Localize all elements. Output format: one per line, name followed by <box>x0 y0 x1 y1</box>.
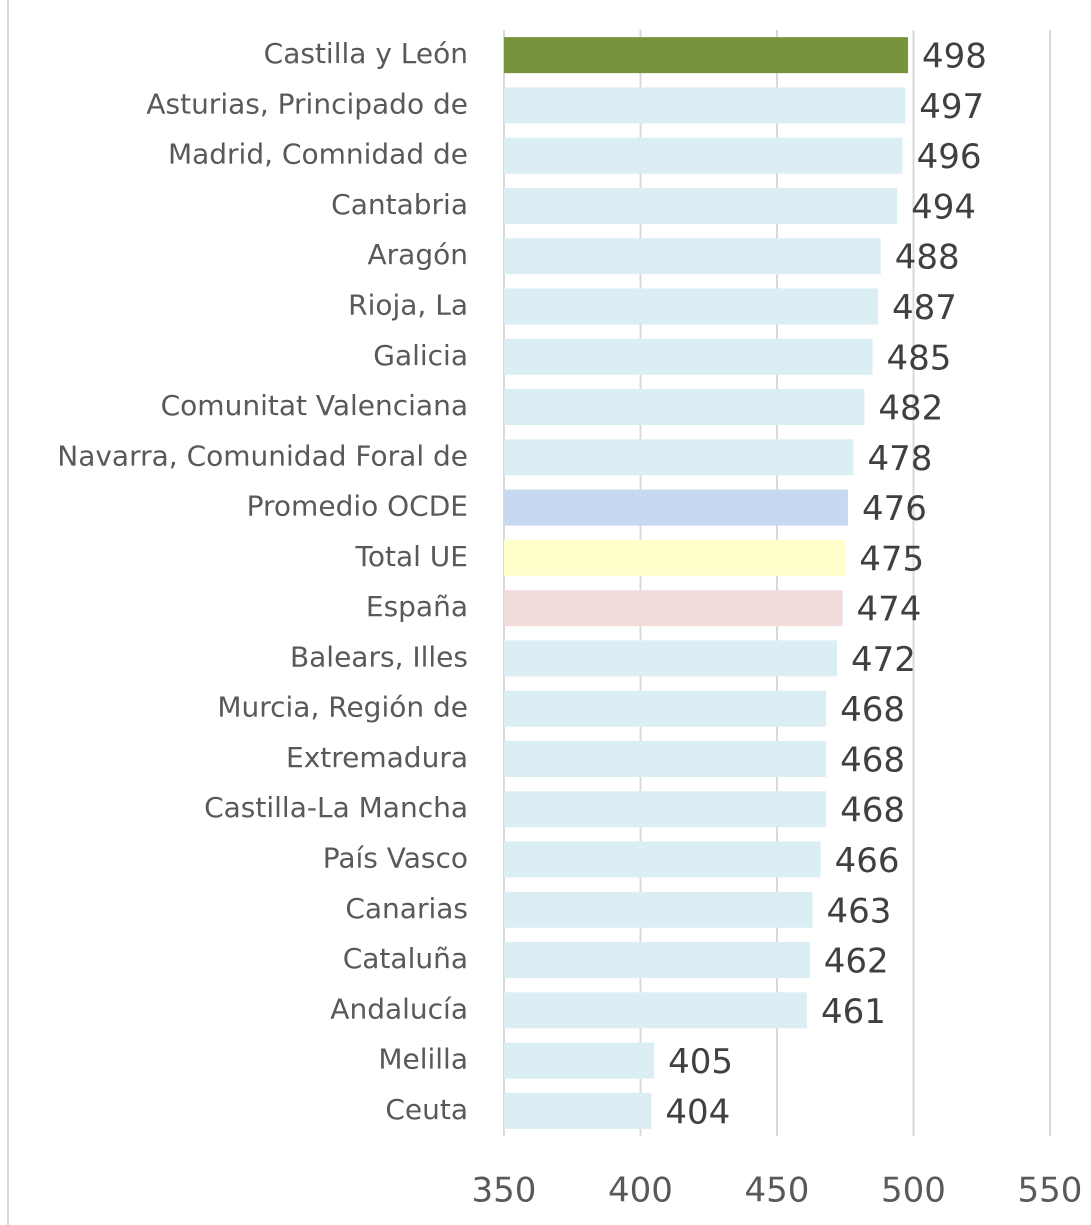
bar <box>504 1092 652 1129</box>
category-label: Castilla-La Mancha <box>204 791 468 824</box>
bar <box>504 137 903 174</box>
x-tick-label: 350 <box>472 1171 537 1211</box>
value-label: 474 <box>857 590 922 630</box>
value-label: 461 <box>821 992 886 1032</box>
bar <box>504 338 873 375</box>
category-label: Balears, Illes <box>290 640 468 673</box>
value-label: 494 <box>911 187 976 227</box>
value-label: 497 <box>919 87 984 127</box>
category-label: Ceuta <box>385 1093 468 1126</box>
x-tick-label: 450 <box>745 1171 810 1211</box>
category-label: Cantabria <box>331 188 468 221</box>
category-label: Galicia <box>373 339 468 372</box>
value-label: 472 <box>851 640 916 680</box>
category-label: Cataluña <box>343 942 468 975</box>
bar <box>504 992 808 1029</box>
bar <box>504 439 854 476</box>
value-label: 487 <box>892 288 957 328</box>
category-label: Navarra, Comunidad Foral de <box>57 439 468 472</box>
category-label: Madrid, Comnidad de <box>168 138 468 171</box>
value-label: 466 <box>835 841 900 881</box>
category-label: España <box>366 590 468 623</box>
bar <box>504 87 906 124</box>
bar <box>504 740 827 777</box>
value-label: 476 <box>862 489 927 529</box>
bar <box>504 489 848 526</box>
value-label: 468 <box>840 690 905 730</box>
category-label: Melilla <box>378 1043 468 1076</box>
bar <box>504 690 827 727</box>
value-label: 462 <box>824 942 889 982</box>
bar <box>504 37 909 74</box>
value-label: 478 <box>867 439 932 479</box>
bar <box>504 590 843 627</box>
category-label: Rioja, La <box>348 289 468 322</box>
bar <box>504 841 821 878</box>
bar <box>504 1042 655 1079</box>
bar <box>504 389 865 426</box>
value-label: 488 <box>895 238 960 278</box>
value-label: 404 <box>665 1092 730 1132</box>
bar <box>504 640 838 677</box>
bar <box>504 539 846 576</box>
category-label: Castilla y León <box>264 37 468 70</box>
value-label: 475 <box>859 539 924 579</box>
category-label: Comunitat Valenciana <box>161 389 468 422</box>
category-label: Asturias, Principado de <box>146 87 468 120</box>
bar <box>504 891 813 928</box>
value-label: 468 <box>840 740 905 780</box>
category-label: País Vasco <box>323 842 468 875</box>
category-label: Canarias <box>345 892 468 925</box>
category-label: Extremadura <box>286 741 468 774</box>
category-label: Murcia, Región de <box>217 691 468 724</box>
bar <box>504 187 898 224</box>
category-label: Promedio OCDE <box>247 490 468 523</box>
x-tick-label: 500 <box>881 1171 946 1211</box>
value-label: 496 <box>917 137 982 177</box>
bar <box>504 791 827 828</box>
category-label: Andalucía <box>330 992 468 1025</box>
value-label: 468 <box>840 791 905 831</box>
value-label: 463 <box>826 891 891 931</box>
category-label: Total UE <box>355 540 468 573</box>
bar <box>504 942 810 979</box>
category-label: Aragón <box>368 238 468 271</box>
value-label: 405 <box>668 1042 733 1082</box>
x-tick-label: 550 <box>1018 1171 1083 1211</box>
x-tick-label: 400 <box>608 1171 673 1211</box>
value-label: 485 <box>887 338 952 378</box>
bar <box>504 288 879 325</box>
value-label: 482 <box>878 389 943 429</box>
value-label: 498 <box>922 37 987 77</box>
bar <box>504 238 881 275</box>
